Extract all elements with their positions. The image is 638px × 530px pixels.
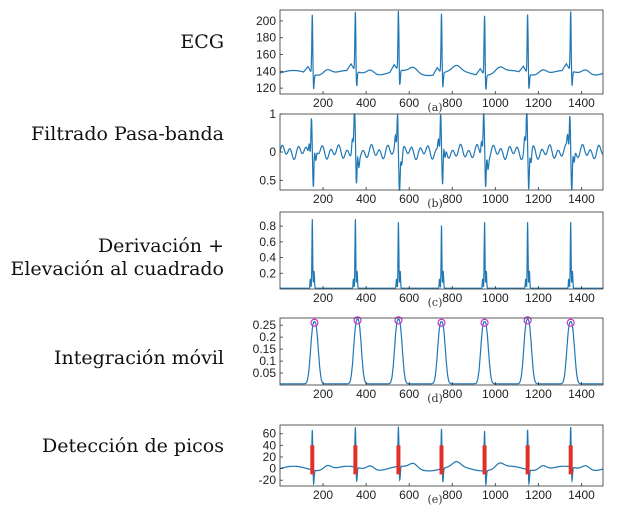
x-tick-label: 200 [313,192,333,206]
x-tick-label: 200 [313,387,333,401]
y-tick-label: 0.1 [259,354,276,368]
peak-circle-5 [480,318,489,327]
peak-marker-4 [439,445,444,475]
panel-caption-5: (e) [427,493,442,506]
row-label-ecg: ECG [180,31,224,53]
x-tick-label: 1200 [525,192,552,206]
y-tick-label: 0.25 [253,318,277,332]
y-tick-label: 0 [269,462,276,476]
x-tick-label: 1000 [482,387,509,401]
peak-circle-6 [523,316,532,325]
peak-circle-7 [566,318,575,327]
x-tick-label: 1400 [568,387,595,401]
peak-marker-7 [568,445,573,475]
x-tick-label: 800 [442,488,462,502]
y-tick-label: 0.05 [253,366,277,380]
x-tick-label: 1400 [568,291,595,305]
x-tick-label: 1200 [525,291,552,305]
x-tick-label: 1400 [568,488,595,502]
x-tick-label: 1200 [525,488,552,502]
y-tick-label: 160 [256,48,276,62]
panel-caption-3: (c) [428,296,443,309]
y-tick-label: 180 [256,31,276,45]
y-tick-label: 40 [263,438,277,452]
peak-marker-6 [525,445,530,475]
peak-circle-4 [437,318,446,327]
y-tick-label: 120 [256,81,276,95]
x-tick-label: 1200 [525,96,552,110]
y-tick-label: 0.15 [253,342,277,356]
x-tick-label: 1000 [482,192,509,206]
peak-marker-2 [353,445,358,475]
x-tick-label: 400 [356,387,376,401]
y-tick-label: 0.6 [259,235,276,249]
y-tick-label: 200 [256,14,276,28]
x-tick-label: 600 [399,387,419,401]
y-tick-label: 20 [263,450,277,464]
x-tick-label: 400 [356,192,376,206]
x-tick-label: 1000 [482,291,509,305]
x-tick-label: 600 [399,488,419,502]
y-tick-label: 140 [256,64,276,78]
signal-trace-4 [280,318,603,385]
x-tick-label: 400 [356,488,376,502]
peak-marker-3 [396,445,401,475]
y-tick-label: 0 [269,145,276,159]
x-tick-label: 1200 [525,387,552,401]
x-tick-label: 800 [442,96,462,110]
axes-frame-5 [279,424,604,487]
x-tick-label: 800 [442,192,462,206]
x-tick-label: 1000 [482,96,509,110]
x-tick-label: 800 [442,387,462,401]
x-tick-label: 400 [356,96,376,110]
x-tick-label: 1400 [568,96,595,110]
peak-circle-3 [394,316,403,325]
y-tick-label: 0.8 [259,219,276,233]
panel-caption-4: (d) [427,392,443,405]
axes-frame-3 [279,211,604,290]
signal-trace-5 [279,426,604,487]
axes-frame-1 [279,9,604,95]
peak-circle-2 [353,316,362,325]
signal-trace-1 [279,10,604,90]
y-tick-label: 1 [269,107,276,121]
row-label-peak-detection: Detección de picos [42,435,224,457]
y-tick-label: 60 [263,427,277,441]
peak-marker-1 [310,445,315,475]
peak-marker-5 [482,445,487,475]
y-tick-label: -20 [259,473,277,487]
x-tick-label: 200 [313,96,333,110]
peak-circle-1 [310,318,319,327]
row-label-bandpass: Filtrado Pasa-banda [31,123,224,145]
panel-caption-1: (a) [427,101,442,114]
x-tick-label: 200 [313,291,333,305]
y-tick-label: 0.2 [259,266,276,280]
x-tick-label: 600 [399,96,419,110]
x-tick-label: 200 [313,488,333,502]
panel-caption-2: (b) [427,197,443,210]
row-label-integration: Integración móvil [54,347,224,369]
y-tick-label: 0.2 [259,330,276,344]
signal-trace-2 [279,113,604,191]
x-tick-label: 600 [399,192,419,206]
axes-frame-4 [279,317,604,386]
row-label-squaring: Elevación al cuadrado [10,258,224,280]
x-tick-label: 600 [399,291,419,305]
y-tick-label: 0.4 [259,251,276,265]
y-tick-label: 0.5 [259,174,276,188]
x-tick-label: 800 [442,291,462,305]
x-tick-label: 1000 [482,488,509,502]
x-tick-label: 1400 [568,192,595,206]
signal-trace-3 [280,219,603,289]
row-label-derivative: Derivación + [97,235,224,257]
x-tick-label: 400 [356,291,376,305]
